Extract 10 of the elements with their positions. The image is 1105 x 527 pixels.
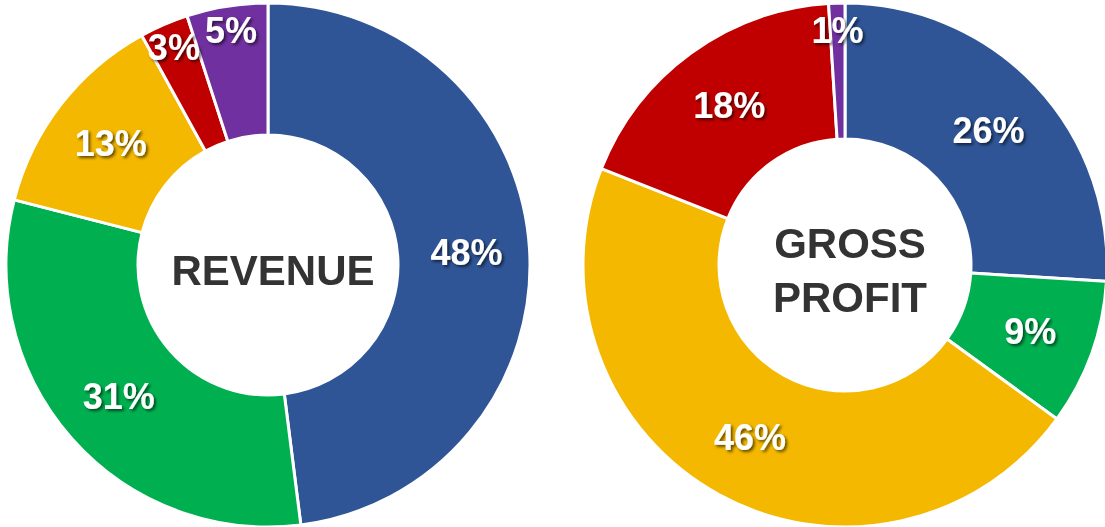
data-label: 46%: [714, 417, 787, 459]
data-label: 18%: [693, 85, 766, 127]
text: REVENUE: [171, 246, 375, 294]
data-label: 13%: [74, 122, 147, 164]
data-label: 9%: [1004, 311, 1057, 353]
data-label: 48%: [430, 232, 503, 273]
data-label: 5%: [204, 10, 257, 52]
data-label: 26%: [952, 109, 1025, 151]
data-label: 31%: [82, 376, 155, 418]
text: GROSS PROFIT: [773, 219, 928, 321]
